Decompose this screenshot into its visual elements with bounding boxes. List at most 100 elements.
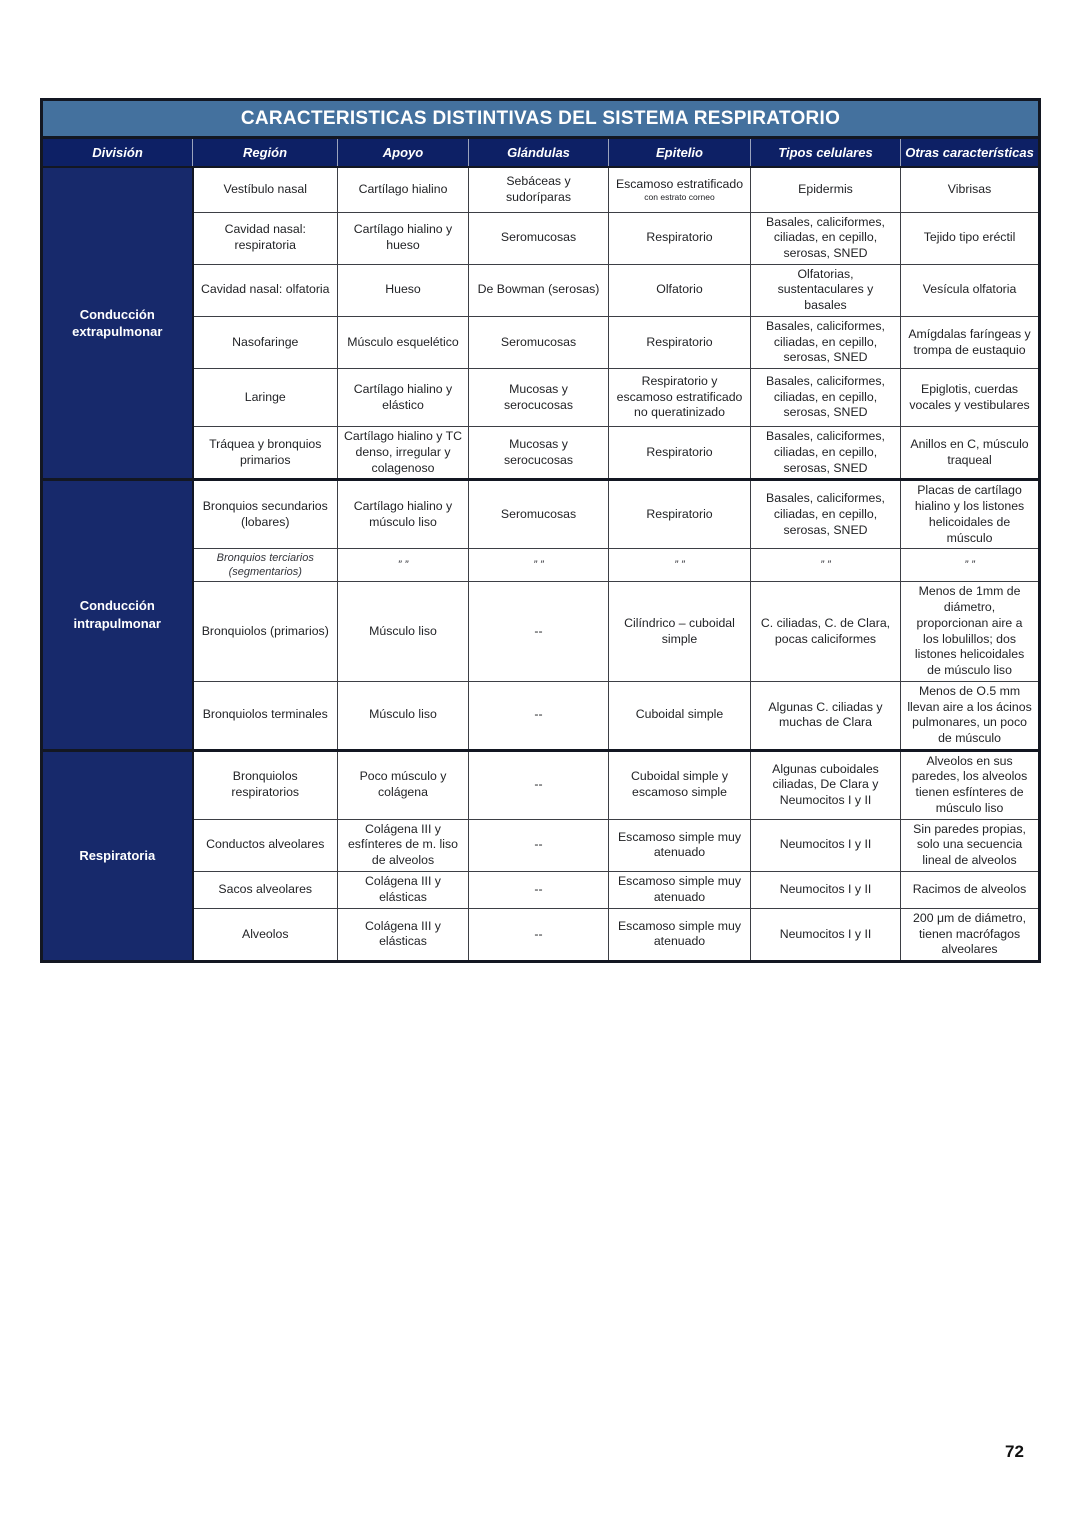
epitelio-text: Escamoso simple muy atenuado	[617, 874, 741, 904]
otras-text: ” ”	[964, 559, 975, 572]
epitelio-cell: Escamoso simple muy atenuado	[608, 818, 751, 872]
tipos-cell: Basales, caliciformes, ciliadas, en cepi…	[750, 426, 901, 481]
apoyo-text: Cartílago hialino y músculo liso	[353, 499, 453, 529]
glandulas-cell: Mucosas y serocucosas	[468, 368, 609, 428]
column-header-glandulas: Glándulas	[468, 137, 609, 168]
glandulas-text: --	[534, 926, 543, 941]
epitelio-text: Escamoso estratificado	[615, 177, 744, 192]
tipos-text: Basales, caliciformes, ciliadas, en cepi…	[766, 374, 885, 420]
epitelio-text: Olfatorio	[656, 282, 703, 297]
glandulas-cell: Seromucosas	[468, 211, 609, 265]
glandulas-text: Mucosas y serocucosas	[503, 381, 574, 412]
tipos-text: Neumocitos I y II	[779, 837, 872, 852]
region-text: Conductos alveolares	[206, 837, 325, 852]
otras-cell: Tejido tipo eréctil	[899, 211, 1041, 265]
glandulas-cell: --	[468, 870, 609, 909]
apoyo-cell: Colágena III y esfínteres de m. liso de …	[337, 818, 469, 872]
epitelio-cell: Escamoso estratificado con estrato corneo	[608, 166, 751, 213]
epitelio-text: Respiratorio	[646, 230, 713, 245]
epitelio-cell: Respiratorio	[608, 478, 751, 550]
region-cell: Bronquios terciarios (segmentarios)	[192, 548, 338, 583]
column-header-region: Región	[192, 137, 338, 168]
otras-text: Tejido tipo eréctil	[923, 230, 1016, 245]
column-header-row: División Región Apoyo Glándulas Epitelio…	[41, 137, 1041, 168]
otras-text: Alveolos en sus paredes, los alveolos ti…	[911, 753, 1028, 815]
tipos-text: Basales, caliciformes, ciliadas, en cepi…	[766, 429, 885, 475]
region-text: Sacos alveolares	[218, 882, 313, 897]
apoyo-text: Cartílago hialino y TC denso, irregular …	[344, 429, 463, 475]
otras-cell: Menos de 1mm de diámetro, proporcionan a…	[899, 581, 1041, 682]
region-text: Bronquios terciarios (segmentarios)	[216, 552, 314, 579]
tipos-text: Epidermis	[798, 181, 853, 196]
table-row: Conducción extrapulmonar Vestíbulo nasal C…	[40, 166, 1041, 481]
table-row: Cavidad nasal: olfatoria Hueso De Bowman (…	[42, 263, 1041, 317]
glandulas-text: Mucosas y serocucosas	[503, 436, 574, 467]
otras-text: Vibrisas	[947, 181, 992, 196]
tipos-cell: Basales, caliciformes, ciliadas, en cepi…	[750, 368, 901, 428]
glandulas-cell: Sebáceas y sudoríparas	[468, 166, 609, 213]
column-header-tipos-celulares: Tipos celulares	[750, 137, 901, 168]
region-text: Cavidad nasal: respiratoria	[224, 222, 306, 253]
glandulas-text: --	[534, 882, 543, 897]
region-text: Cavidad nasal: olfatoria	[200, 282, 330, 297]
table-row: Nasofaringe Músculo esquelético Seromucosa…	[42, 315, 1041, 370]
table-row: Laringe Cartílago hialino y elástico Mucos…	[42, 368, 1041, 428]
apoyo-cell: Músculo esquelético	[337, 315, 469, 370]
apoyo-cell: Cartílago hialino y hueso	[337, 211, 469, 265]
tipos-text: ” ”	[820, 559, 831, 572]
apoyo-text: Poco músculo y colágena	[359, 769, 447, 800]
glandulas-cell: Seromucosas	[468, 478, 609, 550]
respiratory-system-table: CARACTERISTICAS DISTINTIVAS DEL SISTEMA …	[40, 98, 1042, 964]
table-row: Tráquea y bronquios primarios Cartílago h…	[42, 426, 1041, 481]
region-text: Bronquios secundarios (lobares)	[202, 499, 328, 529]
epitelio-text: Cilíndrico – cuboidal simple	[624, 615, 735, 646]
apoyo-text: Músculo esquelético	[347, 334, 459, 349]
page-number: 72	[1005, 1442, 1024, 1461]
glandulas-cell: --	[468, 581, 609, 682]
apoyo-cell: ” ”	[337, 548, 469, 583]
tipos-text: Neumocitos I y II	[779, 882, 872, 897]
epitelio-text: Cuboidal simple y escamoso simple	[630, 769, 729, 800]
apoyo-cell: Hueso	[337, 263, 469, 317]
apoyo-text: Músculo liso	[369, 707, 437, 722]
apoyo-cell: Músculo liso	[337, 680, 469, 751]
column-header-apoyo: Apoyo	[337, 137, 469, 168]
glandulas-text: Sebáceas y sudoríparas	[506, 174, 571, 204]
glandulas-text: Seromucosas	[500, 230, 577, 245]
otras-text: Epiglotis, cuerdas vocales y vestibulare…	[909, 381, 1030, 412]
glandulas-cell: ” ”	[468, 548, 609, 583]
apoyo-text: Colágena III y elásticas	[365, 874, 441, 904]
apoyo-cell: Cartílago hialino y músculo liso	[337, 478, 469, 550]
epitelio-text: Respiratorio y escamoso estratificado no…	[616, 374, 743, 420]
tipos-cell: Neumocitos I y II	[750, 907, 901, 963]
apoyo-cell: Músculo liso	[337, 581, 469, 682]
glandulas-cell: Seromucosas	[468, 315, 609, 370]
table-row: Sacos alveolares Colágena III y elásticas…	[42, 870, 1041, 909]
region-text: Tráquea y bronquios primarios	[209, 436, 322, 467]
apoyo-text: Cartílago hialino y hueso	[353, 222, 453, 253]
epitelio-cell: Olfatorio	[608, 263, 751, 317]
tipos-cell: Olfatorias, sustentaculares y basales	[750, 263, 901, 317]
tipos-cell: Algunas cuboidales ciliadas, De Clara y …	[750, 748, 901, 820]
apoyo-text: Colágena III y esfínteres de m. liso de …	[347, 821, 459, 868]
otras-text: Menos de O.5 mm llevan aire a los ácinos…	[907, 683, 1032, 746]
region-text: Nasofaringe	[232, 334, 299, 349]
glandulas-text: --	[534, 837, 543, 852]
table-row: Cavidad nasal: respiratoria Cartílago hia…	[42, 211, 1041, 265]
tipos-cell: Algunas C. ciliadas y muchas de Clara	[750, 680, 901, 751]
apoyo-text: Músculo liso	[369, 623, 437, 638]
otras-text: Placas de cartílago hialino y los liston…	[914, 483, 1025, 545]
glandulas-cell: --	[468, 748, 609, 820]
epitelio-cell: Respiratorio y escamoso estratificado no…	[608, 368, 751, 428]
region-text: Vestíbulo nasal	[223, 181, 307, 196]
tipos-text: Basales, caliciformes, ciliadas, en cepi…	[766, 318, 885, 365]
division-cell: Conducción intrapulmonar	[40, 478, 194, 752]
otras-cell: Vibrisas	[899, 166, 1041, 213]
glandulas-text: ” ”	[533, 559, 544, 572]
epitelio-cell: ” ”	[608, 548, 751, 583]
epitelio-cell: Cilíndrico – cuboidal simple	[608, 581, 751, 682]
epitelio-text: Escamoso simple muy atenuado	[617, 918, 741, 949]
epitelio-cell: Respiratorio	[608, 211, 751, 265]
region-cell: Conductos alveolares	[192, 818, 338, 872]
table-row: Bronquiolos terminales Músculo liso -- Cubo…	[42, 680, 1041, 751]
